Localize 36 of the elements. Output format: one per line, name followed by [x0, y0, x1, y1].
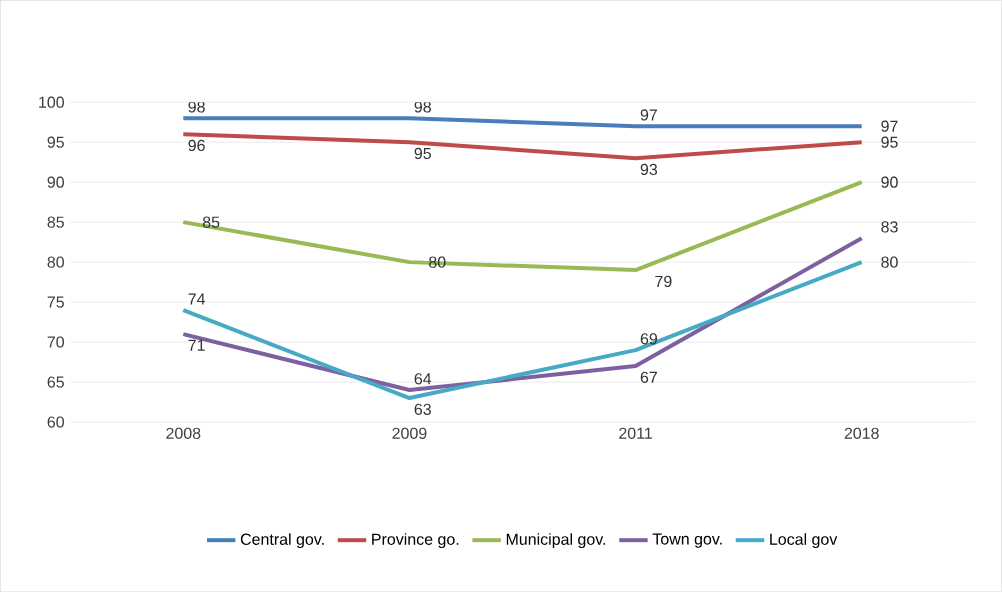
data-label: 96: [188, 139, 205, 151]
y-tick-label: 65: [47, 376, 64, 388]
y-tick-label: 75: [47, 296, 64, 308]
line-series: [181, 180, 864, 273]
data-label: 83: [881, 221, 898, 233]
y-tick-label: 70: [47, 336, 65, 348]
data-label: 63: [414, 403, 431, 415]
legend-label: Central gov.: [240, 533, 324, 548]
data-label: 79: [655, 275, 672, 287]
data-label: 85: [202, 216, 220, 228]
y-tick-label: 80: [47, 256, 65, 268]
y-tick-label: 100: [39, 96, 65, 108]
data-label: 90: [881, 176, 898, 188]
data-label: 74: [188, 293, 206, 305]
legend-label: Province go.: [372, 533, 459, 548]
legend-label: Local gov: [770, 533, 838, 548]
data-label: 97: [640, 109, 657, 121]
x-tick-label: 2011: [619, 427, 652, 439]
x-tick-label: 2018: [844, 427, 879, 439]
data-label: 64: [414, 373, 432, 385]
data-label: 97: [881, 120, 898, 132]
y-tick-label: 60: [47, 416, 65, 428]
data-label: 80: [881, 256, 898, 268]
x-tick-label: 2008: [166, 427, 201, 439]
y-tick-label: 90: [47, 176, 65, 188]
data-label: 93: [640, 163, 658, 175]
y-tick-label: 85: [47, 216, 64, 228]
data-label: 67: [640, 371, 657, 383]
data-label: 71: [188, 339, 205, 351]
data-label: 95: [881, 136, 898, 148]
y-tick-label: 95: [47, 136, 64, 148]
x-tick-label: 2009: [392, 427, 427, 439]
data-label: 95: [414, 147, 431, 159]
legend-label: Town gov.: [652, 533, 722, 548]
legend-label: Municipal gov.: [506, 533, 606, 548]
data-label: 69: [640, 333, 658, 345]
